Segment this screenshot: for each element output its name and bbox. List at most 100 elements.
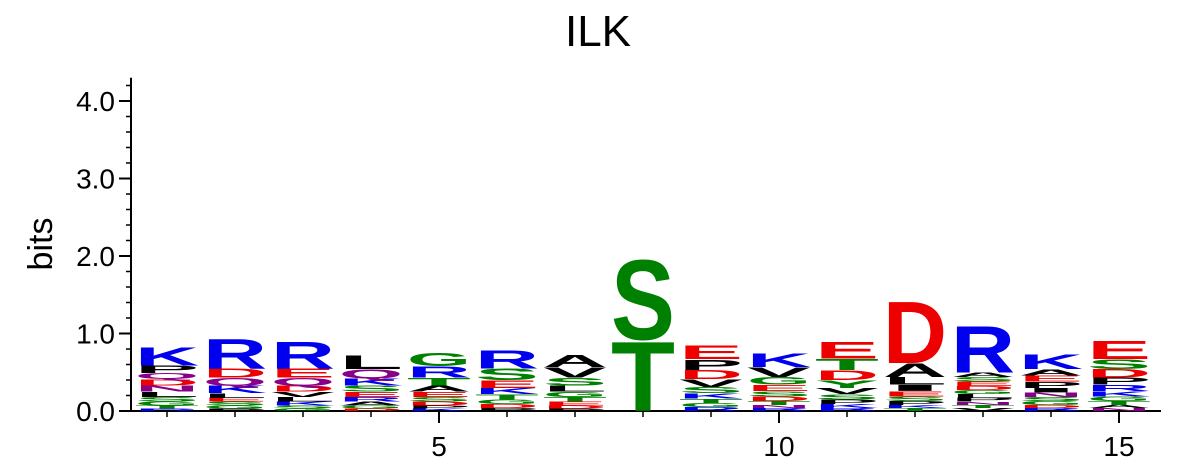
logo-letter-k: K <box>1087 390 1151 398</box>
logo-letters: RTGSLNDQPKPGSELKQDRGSKLVDQERDGARESKQLKPD… <box>135 238 1151 432</box>
logo-letter-r: R <box>339 396 403 403</box>
logo-letter-t: T <box>951 404 1015 409</box>
logo-letter-e: E <box>1019 374 1083 384</box>
logo-letter-r: R <box>135 408 199 412</box>
logo-letter-p: P <box>135 363 199 375</box>
logo-letter-t: T <box>135 405 199 410</box>
logo-letter-y: Y <box>815 378 879 390</box>
logo-letter-r: R <box>815 407 879 412</box>
logo-letter-s: S <box>475 365 539 383</box>
logo-letter-d: D <box>815 368 879 383</box>
logo-letter-e: E <box>407 390 471 398</box>
logo-letter-s: S <box>611 238 675 365</box>
logo-letter-k: K <box>135 342 199 371</box>
logo-letter-r: R <box>1019 407 1083 412</box>
x-tick-label: 15 <box>1103 431 1134 462</box>
logo-letter-p: P <box>1019 380 1083 390</box>
logo-letter-t: T <box>883 407 947 412</box>
logo-letter-d: D <box>883 283 947 382</box>
logo-letter-k: K <box>339 377 403 388</box>
logo-letter-r: R <box>679 406 743 412</box>
logo-letter-d: D <box>407 401 471 407</box>
logo-letter-l: L <box>135 390 199 398</box>
logo-letter-s: S <box>1019 396 1083 402</box>
logo-letter-g: G <box>1019 400 1083 406</box>
logo-letter-k: K <box>747 349 811 371</box>
logo-letter-e: E <box>339 390 403 398</box>
logo-letter-p: P <box>407 405 471 410</box>
logo-letter-r: R <box>407 363 471 381</box>
logo-letter-k: K <box>815 403 879 409</box>
logo-letter-t: T <box>475 393 539 401</box>
y-axis-title: bits <box>22 218 60 271</box>
logo-letter-s: S <box>271 405 335 410</box>
logo-letter-s: S <box>747 390 811 398</box>
logo-letter-n: N <box>1019 391 1083 398</box>
logo-letter-i: I <box>883 383 947 393</box>
logo-letter-d: D <box>1087 367 1151 380</box>
logo-letter-e: E <box>203 397 267 403</box>
logo-letter-t: T <box>1087 400 1151 406</box>
y-tick-label: 0.0 <box>76 396 115 427</box>
logo-letter-g: G <box>339 405 403 410</box>
logo-letter-p: P <box>475 407 539 412</box>
logo-letter-g: G <box>135 401 199 407</box>
logo-letter-g: G <box>951 389 1015 395</box>
logo-letter-l: L <box>883 375 947 387</box>
logo-letter-n: N <box>747 404 811 409</box>
logo-letter-r: R <box>1087 383 1151 393</box>
logo-letter-p: P <box>815 398 879 405</box>
y-tick-label: 1.0 <box>76 319 115 350</box>
logo-letter-l: L <box>543 384 607 394</box>
logo-letter-d: D <box>1019 404 1083 409</box>
logo-letter-d: D <box>747 395 811 402</box>
logo-letter-e: E <box>1087 336 1151 365</box>
logo-letter-a: A <box>543 351 607 370</box>
logo-letter-r: R <box>271 334 335 377</box>
x-tick-label: 10 <box>763 431 794 462</box>
logo-letter-p: P <box>543 408 607 412</box>
logo-letter-s: S <box>543 376 607 388</box>
logo-letter-q: Q <box>339 367 403 381</box>
logo-letter-k: K <box>883 404 947 409</box>
logo-letter-s: S <box>407 396 471 403</box>
logo-letter-s: S <box>339 384 403 394</box>
logo-letter-d: D <box>679 368 743 382</box>
logo-letter-g: G <box>747 375 811 387</box>
logo-letter-v: V <box>951 407 1015 412</box>
logo-letter-d: D <box>339 408 403 412</box>
logo-letter-d: D <box>951 385 1015 391</box>
logo-letter-d: D <box>135 378 199 388</box>
logo-letter-g: G <box>679 402 743 408</box>
logo-letter-s: S <box>135 396 199 403</box>
logo-letter-l: L <box>339 352 403 374</box>
logo-letter-s: S <box>203 401 267 407</box>
logo-letter-v: V <box>543 364 607 381</box>
logo-letter-r: R <box>747 407 811 412</box>
logo-letter-a: A <box>1019 368 1083 378</box>
logo-letter-v: V <box>271 390 335 398</box>
y-tick-label: 3.0 <box>76 164 115 195</box>
logo-letter-i: I <box>1019 387 1083 394</box>
logo-letter-t: T <box>611 322 675 433</box>
logo-letter-g: G <box>1087 395 1151 402</box>
logo-letter-p: P <box>883 400 947 406</box>
logo-letter-d: D <box>475 403 539 409</box>
logo-letter-e: E <box>883 390 947 398</box>
logo-letter-g: G <box>407 349 471 370</box>
y-tick-label: 2.0 <box>76 241 115 272</box>
y-tick-label: 4.0 <box>76 86 115 117</box>
logo-letter-k: K <box>271 401 335 407</box>
logo-letter-t: T <box>679 397 743 404</box>
logo-letter-l: L <box>951 393 1015 399</box>
logo-letter-t: T <box>407 376 471 388</box>
logo-letter-v: V <box>815 386 879 396</box>
logo-letter-n: N <box>1087 407 1151 412</box>
logo-letter-p: P <box>679 356 743 373</box>
logo-letter-d: D <box>203 366 267 380</box>
logo-letter-n: N <box>135 384 199 394</box>
logo-letter-k: K <box>407 408 471 412</box>
logo-letter-e: E <box>815 337 879 363</box>
logo-letter-s: S <box>815 393 879 401</box>
